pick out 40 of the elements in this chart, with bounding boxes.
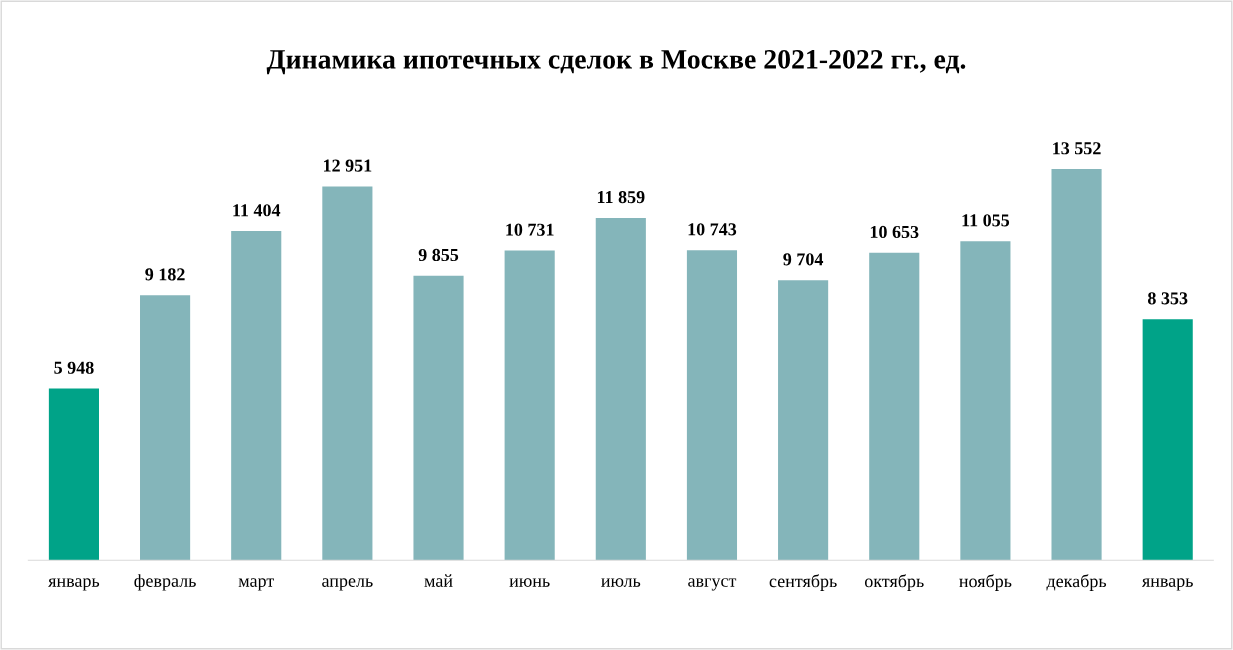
bar [231, 231, 282, 561]
x-tick-label: сентябрь [769, 574, 837, 591]
bar [1142, 319, 1193, 561]
data-label: 11 055 [962, 214, 1010, 227]
data-label: 9 704 [783, 253, 824, 266]
bar [686, 250, 738, 561]
data-label: 5 948 [54, 361, 94, 374]
data-label: 8 353 [1147, 292, 1188, 305]
x-tick-label: январь [48, 578, 100, 591]
data-label: 9 182 [145, 268, 185, 281]
data-label: 10 653 [870, 225, 919, 239]
x-tick-label: май [424, 574, 453, 587]
bar [140, 295, 191, 561]
data-label: 9 855 [418, 248, 459, 262]
bar [322, 186, 373, 561]
data-label: 12 951 [323, 159, 372, 172]
x-tick-label: январь [1141, 578, 1193, 591]
bar [778, 280, 829, 561]
x-tick-label: апрель [322, 578, 373, 591]
x-tick-label: октябрь [864, 574, 924, 591]
x-tick-label: март [238, 578, 274, 591]
data-label: 10 743 [688, 223, 737, 236]
x-tick-label: август [688, 578, 737, 591]
bar [413, 275, 464, 561]
data-label: 13 552 [1053, 142, 1101, 155]
x-tick-label: февраль [134, 574, 196, 591]
bar [504, 250, 555, 561]
data-label: 11 404 [233, 204, 281, 217]
bar [869, 252, 920, 561]
data-label: 10 731 [506, 223, 554, 236]
data-label: 11 859 [597, 191, 645, 204]
x-tick-label: ноябрь [959, 574, 1012, 591]
x-tick-label: июнь [509, 578, 550, 587]
bar [48, 388, 99, 561]
bar [595, 217, 646, 561]
chart-title: Динамика ипотечных сделок в Москве 2021-2022 гг., ед. [266, 49, 966, 75]
bar [1051, 169, 1102, 561]
x-tick-label: июль [601, 578, 641, 587]
bar [960, 241, 1011, 561]
x-tick-label: декабрь [1046, 574, 1107, 591]
